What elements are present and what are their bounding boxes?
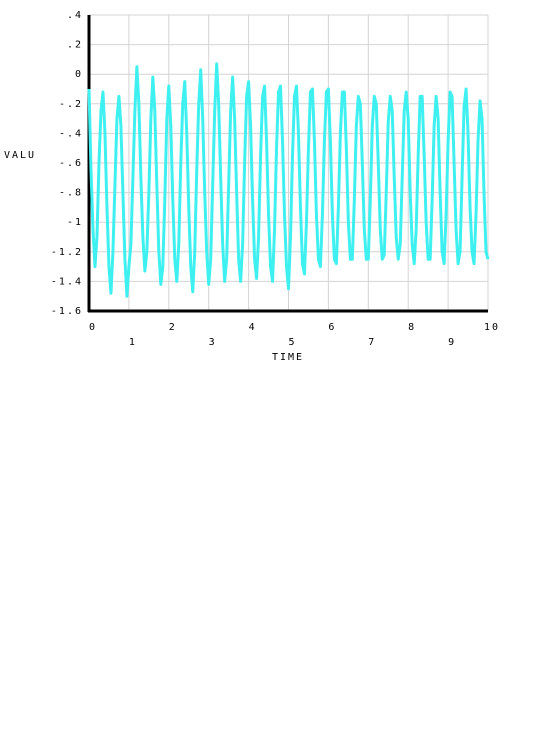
x-tick-label: 0 (89, 322, 97, 333)
y-tick-label: -1.6 (51, 306, 83, 317)
x-tick-label: 5 (288, 337, 296, 348)
x-tick-label: 4 (249, 322, 257, 333)
y-tick-label: 0 (75, 69, 83, 80)
y-tick-label: .2 (67, 40, 83, 51)
x-tick-label: 2 (169, 322, 177, 333)
x-tick-label: 8 (408, 322, 416, 333)
x-tick-label: 3 (209, 337, 217, 348)
y-tick-label: .4 (67, 10, 83, 21)
y-tick-label: -.4 (59, 128, 83, 139)
x-tick-label: 9 (448, 337, 456, 348)
x-axis-label: TIME (272, 352, 304, 363)
y-tick-label: -.8 (59, 188, 83, 199)
y-tick-label: -1.2 (51, 247, 83, 258)
x-tick-label: 7 (368, 337, 376, 348)
y-axis-label: VALU (4, 150, 36, 161)
y-tick-label: -.2 (59, 99, 83, 110)
data-line (87, 62, 490, 298)
y-tick-label: -1 (67, 217, 83, 228)
y-tick-label: -1.4 (51, 276, 83, 287)
x-tick-label: 6 (328, 322, 336, 333)
y-tick-label: -.6 (59, 158, 83, 169)
x-tick-label: 1 (129, 337, 137, 348)
x-tick-label: 10 (484, 322, 500, 333)
